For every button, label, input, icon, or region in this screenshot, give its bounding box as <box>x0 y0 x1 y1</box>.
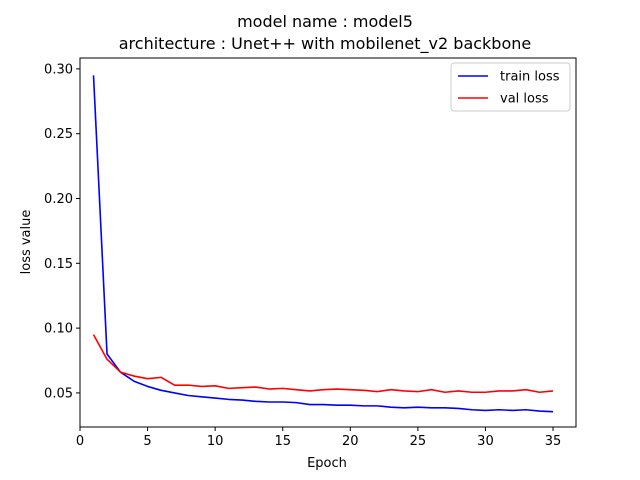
y-tick-label: 0.25 <box>44 127 73 142</box>
legend-label: val loss <box>500 92 549 107</box>
y-tick-label: 0.10 <box>44 322 73 337</box>
series-layer <box>92 75 554 413</box>
series-line-val-loss <box>92 334 554 394</box>
x-tick-label: 5 <box>143 434 151 449</box>
x-axis-label: Epoch <box>307 456 347 471</box>
x-axis: 0 5 10 15 20 25 30 35 <box>76 427 561 449</box>
legend-box <box>450 62 571 112</box>
plot-frame <box>79 57 577 428</box>
y-tick-label: 0.20 <box>44 192 73 207</box>
x-tick-label: 10 <box>207 434 224 449</box>
y-axis: 0.05 0.10 0.15 0.20 0.25 0.30 <box>44 62 80 401</box>
y-tick-label: 0.15 <box>44 257 73 272</box>
x-tick-label: 0 <box>76 434 84 449</box>
x-tick-label: 30 <box>477 434 494 449</box>
legend-label: train loss <box>500 70 560 85</box>
plot-area <box>79 57 577 428</box>
x-tick-label: 25 <box>410 434 427 449</box>
x-tick-label: 35 <box>545 434 562 449</box>
chart-subtitle: architecture : Unet++ with mobilenet_v2 … <box>119 34 531 54</box>
legend: train loss val loss <box>450 62 571 112</box>
y-tick-label: 0.30 <box>44 62 73 77</box>
x-tick-label: 20 <box>342 434 359 449</box>
chart-title: model name : model5 <box>237 12 413 31</box>
series-line-train-loss <box>92 75 554 413</box>
x-tick-label: 15 <box>274 434 291 449</box>
y-tick-label: 0.05 <box>44 386 73 401</box>
y-axis-label: loss value <box>19 210 34 275</box>
